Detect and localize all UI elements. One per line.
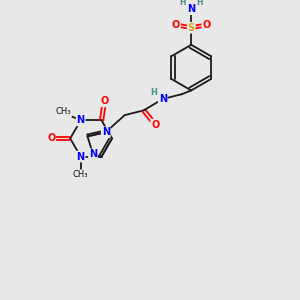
Text: N: N — [187, 4, 195, 14]
Text: N: N — [159, 94, 167, 104]
Text: O: O — [100, 96, 109, 106]
Text: H: H — [196, 0, 203, 7]
Text: N: N — [102, 127, 110, 137]
Text: S: S — [188, 23, 195, 33]
Text: O: O — [47, 134, 55, 143]
Text: H: H — [179, 0, 186, 7]
Text: H: H — [151, 88, 158, 97]
Text: O: O — [151, 120, 159, 130]
Text: O: O — [172, 20, 180, 30]
Text: CH₃: CH₃ — [56, 107, 71, 116]
Text: N: N — [76, 116, 85, 125]
Text: O: O — [202, 20, 211, 30]
Text: N: N — [89, 149, 97, 159]
Text: N: N — [76, 152, 85, 162]
Text: CH₃: CH₃ — [73, 170, 88, 179]
